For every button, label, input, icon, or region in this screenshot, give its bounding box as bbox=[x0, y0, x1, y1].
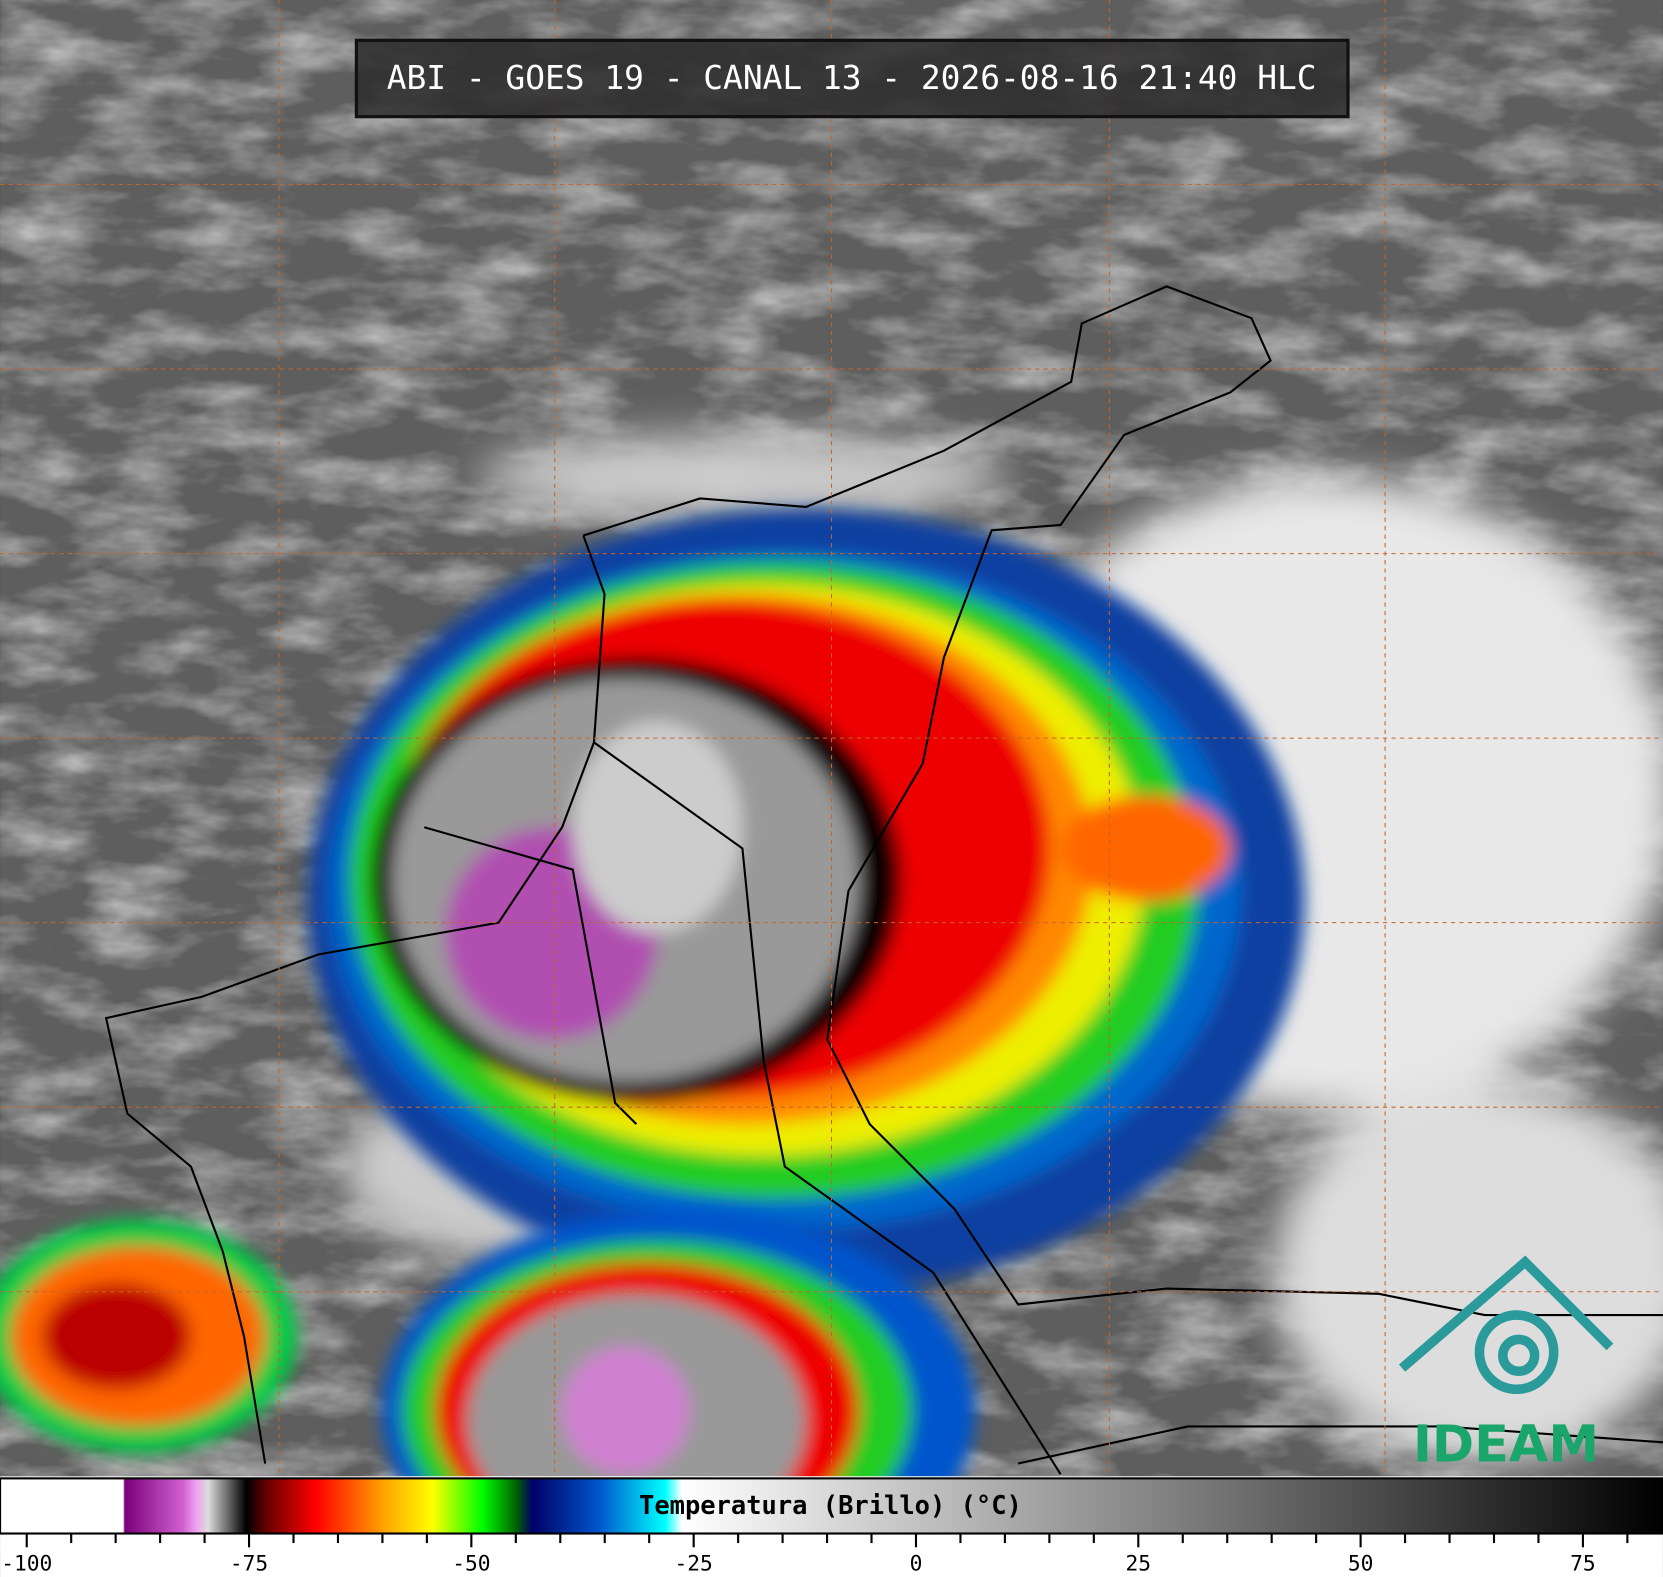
tick-label: -50 bbox=[452, 1551, 490, 1576]
colorbar bbox=[0, 1477, 1663, 1535]
logo-mark bbox=[1398, 1255, 1614, 1395]
colorbar-label: Temperatura (Brillo) (°C) bbox=[639, 1491, 1022, 1521]
tick-label: -100 bbox=[1, 1551, 52, 1576]
storm-main bbox=[307, 509, 1305, 1294]
tick-label: 75 bbox=[1570, 1551, 1596, 1576]
tick-label: -75 bbox=[230, 1551, 268, 1576]
tick-label: -25 bbox=[675, 1551, 713, 1576]
tick-label: 0 bbox=[910, 1551, 923, 1576]
tick-label: 50 bbox=[1348, 1551, 1374, 1576]
tick-label: 25 bbox=[1126, 1551, 1152, 1576]
title: ABI - GOES 19 - CANAL 13 - 2026-08-16 21… bbox=[387, 58, 1317, 97]
logo-text: IDEAM bbox=[1413, 1416, 1599, 1475]
graticule bbox=[0, 0, 1663, 1477]
title-box bbox=[354, 38, 1350, 119]
borders bbox=[104, 285, 1663, 1475]
